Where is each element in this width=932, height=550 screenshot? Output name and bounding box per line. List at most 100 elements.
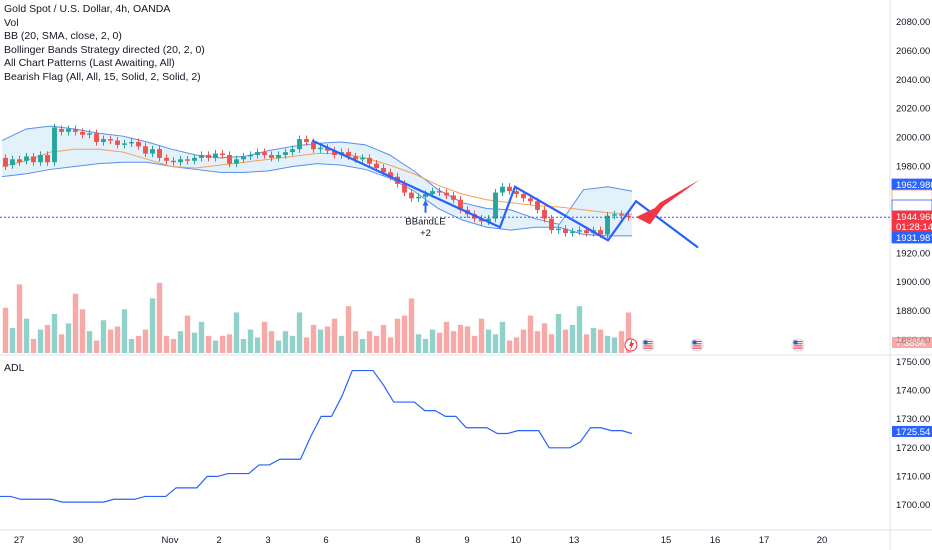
candle-body <box>178 159 183 163</box>
candle-body <box>598 230 603 235</box>
time-tick-label: 30 <box>73 535 84 546</box>
price-badge-label: 01:28:14 <box>896 222 932 233</box>
time-axis: 27 30 Nov 2 3 6 8 9 10 13 15 16 17 20 <box>14 535 828 546</box>
time-tick-label: 8 <box>415 535 420 546</box>
time-tick-label: 6 <box>323 535 328 546</box>
volume-bar <box>618 331 625 353</box>
volume-bar <box>282 331 289 353</box>
legend-symbol[interactable]: Gold Spot / U.S. Dollar, 4h, OANDA <box>4 3 171 15</box>
time-tick-label: 20 <box>817 535 828 546</box>
volume-bar <box>576 306 583 353</box>
adl-series-line <box>0 369 633 503</box>
volume-bar <box>408 298 415 353</box>
candle-body <box>150 149 155 154</box>
candle-body <box>486 218 491 222</box>
volume-bar <box>415 334 422 353</box>
candle-body <box>87 133 92 135</box>
candle-body <box>10 159 15 166</box>
flag-stripe <box>793 347 803 349</box>
candle-body <box>423 194 428 197</box>
volume-bar <box>79 309 86 353</box>
candle-body <box>290 149 295 153</box>
volume-bar <box>16 284 23 353</box>
volume-bar <box>149 298 156 353</box>
time-tick-label: 2 <box>216 535 221 546</box>
volume-bar <box>65 323 72 353</box>
volume-bar <box>268 331 275 353</box>
legend-bollinger-bands[interactable]: BB (20, SMA, close, 2, 0) <box>4 30 122 43</box>
price-tick-label-hidden: 1860.00 <box>896 335 930 346</box>
volume-badge-label: 7.385K <box>896 338 927 349</box>
volume-bar <box>9 328 16 353</box>
candle-body <box>171 160 176 163</box>
volume-bar <box>254 337 261 353</box>
volume-bar <box>114 326 121 353</box>
price-tick-label: 1920.00 <box>896 248 930 259</box>
candle-body <box>451 195 456 200</box>
flag-stripe <box>692 343 702 345</box>
time-tick-label: 16 <box>710 535 721 546</box>
volume-bar <box>590 328 597 353</box>
volume-bar <box>541 323 548 353</box>
candle-body <box>584 230 589 234</box>
volume-bar <box>401 315 408 353</box>
volume-bar <box>485 329 492 353</box>
volume-bar <box>499 321 506 353</box>
volume-bar <box>611 337 618 353</box>
event-markers <box>624 338 805 352</box>
candle-body <box>276 154 281 158</box>
volume-bar <box>86 331 93 353</box>
volume-bar <box>373 335 380 353</box>
volume-bar <box>177 331 184 353</box>
volume-bar <box>527 315 534 353</box>
candle-body <box>66 128 71 132</box>
adl-line <box>0 369 633 503</box>
volume-bar <box>457 324 464 353</box>
chart-legend: Gold Spot / U.S. Dollar, 4h, OANDA Vol B… <box>4 3 205 85</box>
volume-bar <box>443 321 450 353</box>
candle-body <box>605 215 610 235</box>
volume-bar <box>513 337 520 353</box>
candle-body <box>234 159 239 164</box>
volume-bar <box>338 335 345 353</box>
price-tick-label: 1900.00 <box>896 277 930 288</box>
bearish-flag-pattern: BBandLE+2 <box>311 139 700 249</box>
volume-bar <box>534 331 541 353</box>
candle-body <box>31 156 36 163</box>
signal-arrow-icon <box>422 199 429 213</box>
flag-stripe <box>643 343 653 345</box>
flag-stripe <box>692 341 702 343</box>
candle-body <box>164 157 169 161</box>
candle-body <box>409 192 414 199</box>
candle-body <box>24 156 29 161</box>
candle-body <box>535 201 540 210</box>
flag-stripe <box>643 347 653 349</box>
legend-chart-patterns[interactable]: All Chart Patterns (Last Awaiting, All) <box>4 57 175 70</box>
candle-body <box>143 146 148 154</box>
volume-bar <box>219 335 226 353</box>
candle-body <box>612 214 617 216</box>
volume-bar <box>366 331 373 353</box>
candle-body <box>122 143 127 145</box>
candle-body <box>80 131 85 135</box>
candle-body <box>192 157 197 161</box>
candle-body <box>94 133 99 142</box>
legend-volume[interactable]: Vol <box>4 16 19 29</box>
candle-body <box>318 147 323 150</box>
volume-bar <box>317 329 324 353</box>
candle-body <box>157 149 162 158</box>
candle-body <box>108 139 113 141</box>
legend-strategy[interactable]: Bollinger Bands Strategy directed (20, 2… <box>4 43 205 56</box>
volume-bar <box>597 329 604 353</box>
legend-bearish-flag[interactable]: Bearish Flag (All, All, 15, Solid, 2, So… <box>4 70 201 83</box>
volume-bar <box>506 340 513 353</box>
volume-bar <box>548 334 555 353</box>
volume-bar <box>44 324 51 353</box>
adl-pane-title[interactable]: ADL <box>4 362 25 374</box>
flag-pattern-line <box>311 139 699 249</box>
candle-body <box>521 194 526 199</box>
candle-body <box>556 228 561 231</box>
candle-body <box>311 141 316 150</box>
volume-bar <box>429 329 436 353</box>
